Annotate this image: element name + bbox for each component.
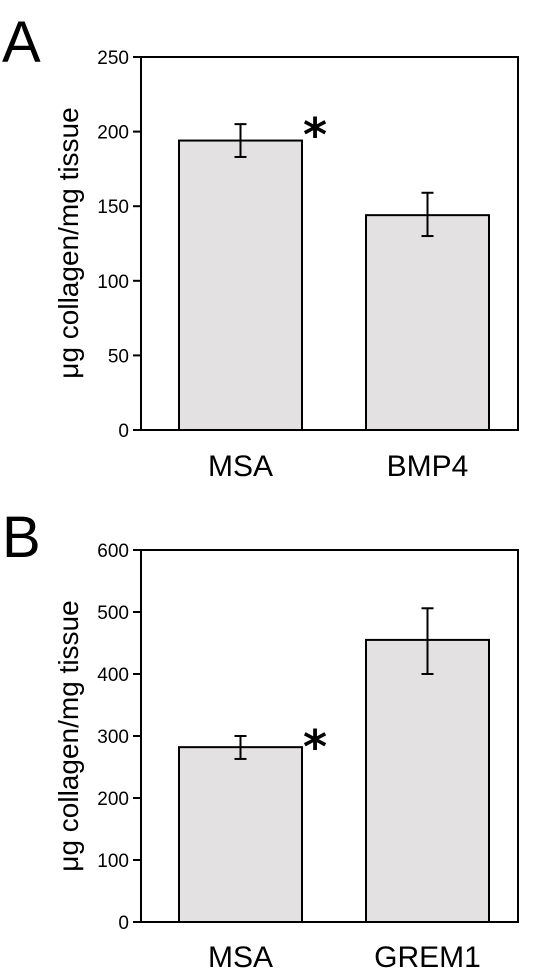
y-tick-label: 100 (97, 272, 129, 293)
y-tick-label: 0 (118, 913, 129, 934)
plot-frame (140, 56, 519, 431)
panel-a: A MSA * BMP4 0 50 100 150 200 250 μg collagen/mg t… (2, 10, 519, 483)
y-tick-label: 50 (108, 346, 129, 367)
bar-bmp4 (365, 214, 490, 431)
y-tick-label: 200 (97, 123, 129, 144)
y-axis-title: μg collagen/mg tissue (53, 600, 84, 871)
y-tick-label: 600 (97, 541, 129, 562)
category-label-grem1: GREM1 (374, 941, 481, 970)
panel-label: B (2, 505, 41, 570)
panel-label: A (2, 10, 41, 75)
y-tick-label: 150 (97, 197, 129, 218)
category-label-msa: MSA (208, 450, 273, 483)
category-label-bmp4: BMP4 (387, 450, 469, 483)
significance-marker: * (303, 108, 327, 162)
y-tick-label: 500 (97, 603, 129, 624)
y-axis-title: μg collagen/mg tissue (53, 107, 84, 378)
bar-msa (178, 139, 303, 431)
category-label-msa: MSA (208, 941, 273, 970)
y-tick-label: 300 (97, 727, 129, 748)
significance-marker: * (303, 720, 327, 774)
bar-msa (178, 746, 303, 923)
y-tick-label: 100 (97, 851, 129, 872)
bar-grem1 (365, 638, 490, 924)
y-tick-label: 0 (118, 421, 129, 442)
y-tick-label: 400 (97, 665, 129, 686)
panel-b: B MSA * GREM1 0 100 200 300 400 500 600 μg collagen… (2, 505, 519, 970)
y-tick-label: 250 (97, 48, 129, 69)
plot-frame (140, 549, 519, 923)
y-tick-label: 200 (97, 789, 129, 810)
